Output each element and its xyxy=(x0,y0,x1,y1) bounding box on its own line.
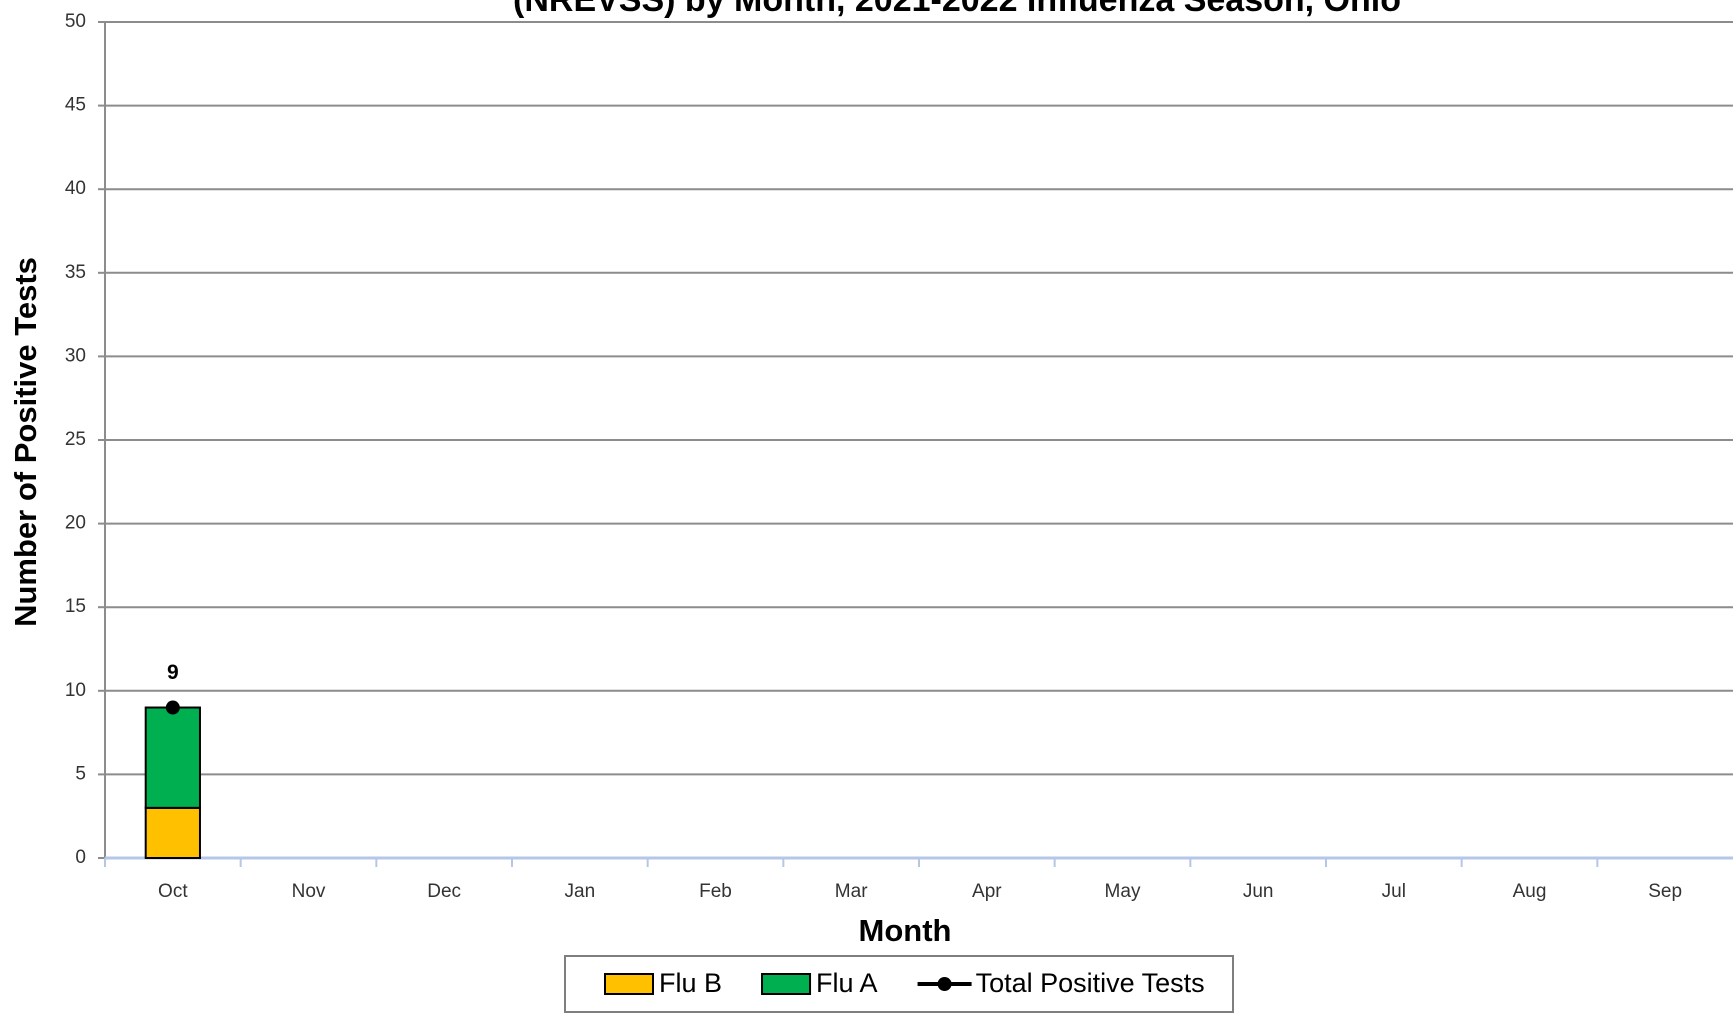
y-tick-label: 30 xyxy=(65,345,86,366)
y-tick-label: 45 xyxy=(65,95,86,116)
y-tick-label: 40 xyxy=(65,178,86,199)
bar-segment xyxy=(144,806,201,860)
x-tick-label: Jul xyxy=(1382,881,1406,902)
data-label: 9 xyxy=(167,661,179,684)
x-tick-label: Aug xyxy=(1513,881,1547,902)
y-tick-label: 35 xyxy=(65,262,86,283)
x-tick-label: Jan xyxy=(565,881,596,902)
legend-label: Flu B xyxy=(659,968,722,998)
legend-label: Flu A xyxy=(816,968,878,998)
y-tick-label: 15 xyxy=(65,596,86,617)
x-tick-label: Mar xyxy=(835,881,868,902)
chart-title: (NREVSS) by Month, 2021-2022 Influenza S… xyxy=(513,0,1401,19)
legend-swatch xyxy=(761,973,812,995)
x-tick-label: Nov xyxy=(292,881,326,902)
bar-segment xyxy=(144,706,201,809)
y-tick-label: 0 xyxy=(75,847,86,868)
x-tick-label: Apr xyxy=(972,881,1002,902)
y-tick-label: 10 xyxy=(65,680,86,701)
legend-swatch xyxy=(604,973,654,995)
legend-box xyxy=(564,955,1234,1013)
legend-marker xyxy=(937,977,952,991)
y-tick-label: 25 xyxy=(65,429,86,450)
x-tick-label: Feb xyxy=(699,881,732,902)
x-axis-title: Month xyxy=(859,913,952,948)
x-tick-label: Sep xyxy=(1648,881,1682,902)
y-tick-label: 50 xyxy=(65,11,86,32)
y-axis-title: Number of Positive Tests xyxy=(8,257,43,627)
x-tick-label: May xyxy=(1105,881,1141,902)
x-tick-label: Oct xyxy=(158,881,188,902)
legend-label: Total Positive Tests xyxy=(976,968,1205,998)
line-marker xyxy=(165,700,180,715)
x-tick-label: Jun xyxy=(1243,881,1274,902)
x-tick-label: Dec xyxy=(427,881,461,902)
y-tick-label: 20 xyxy=(65,513,86,534)
y-tick-label: 5 xyxy=(75,763,86,784)
